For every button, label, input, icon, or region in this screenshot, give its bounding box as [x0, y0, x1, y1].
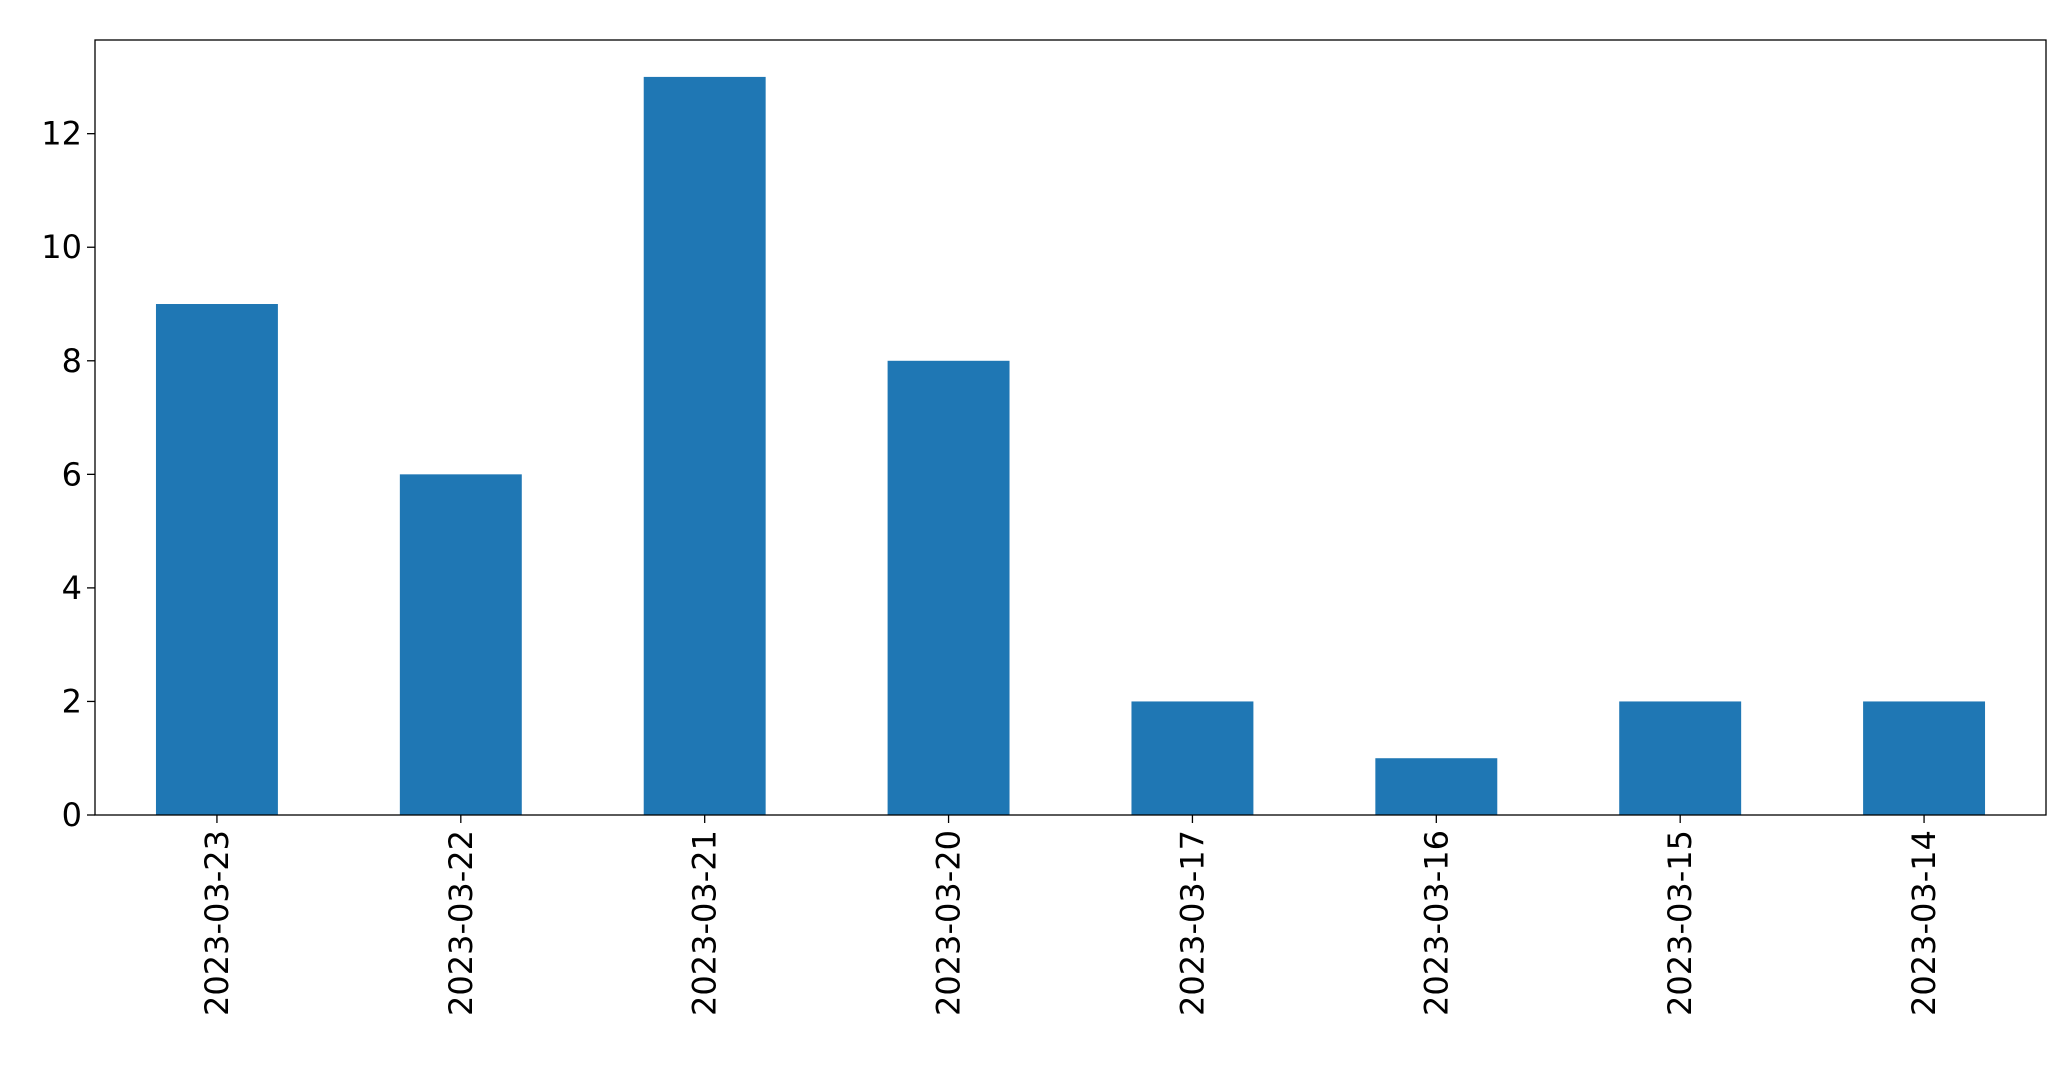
y-tick-label: 8: [62, 342, 82, 380]
x-tick-label: 2023-03-22: [442, 830, 480, 1016]
x-tick-label: 2023-03-15: [1661, 830, 1699, 1016]
x-tick-label: 2023-03-20: [930, 830, 968, 1016]
bar-2023-03-14: [1863, 701, 1986, 815]
bar-2023-03-16: [1375, 758, 1498, 815]
y-tick-label: 12: [41, 115, 82, 153]
x-tick-label: 2023-03-14: [1905, 830, 1943, 1016]
x-tick-label: 2023-03-17: [1173, 830, 1211, 1016]
bar-2023-03-21: [643, 76, 766, 815]
bar-2023-03-15: [1619, 701, 1742, 815]
bar-2023-03-23: [155, 304, 278, 815]
bar-2023-03-17: [1131, 701, 1254, 815]
x-tick-label: 2023-03-23: [198, 830, 236, 1016]
bar-2023-03-22: [399, 474, 522, 815]
y-tick-label: 4: [62, 569, 82, 607]
bar-2023-03-20: [887, 360, 1010, 815]
y-tick-label: 6: [62, 455, 82, 493]
x-tick-label: 2023-03-16: [1417, 830, 1455, 1016]
x-tick-label: 2023-03-21: [686, 830, 724, 1016]
y-axis: 0 2 4 6 8 10 12: [41, 115, 95, 834]
y-tick-label: 2: [62, 682, 82, 720]
y-tick-label: 0: [62, 796, 82, 834]
y-tick-label: 10: [41, 228, 82, 266]
x-axis: 2023-03-23 2023-03-22 2023-03-21 2023-03-20…: [198, 815, 1943, 1016]
plot-area-frame: [94, 39, 2047, 816]
bars-group: [155, 76, 1986, 815]
